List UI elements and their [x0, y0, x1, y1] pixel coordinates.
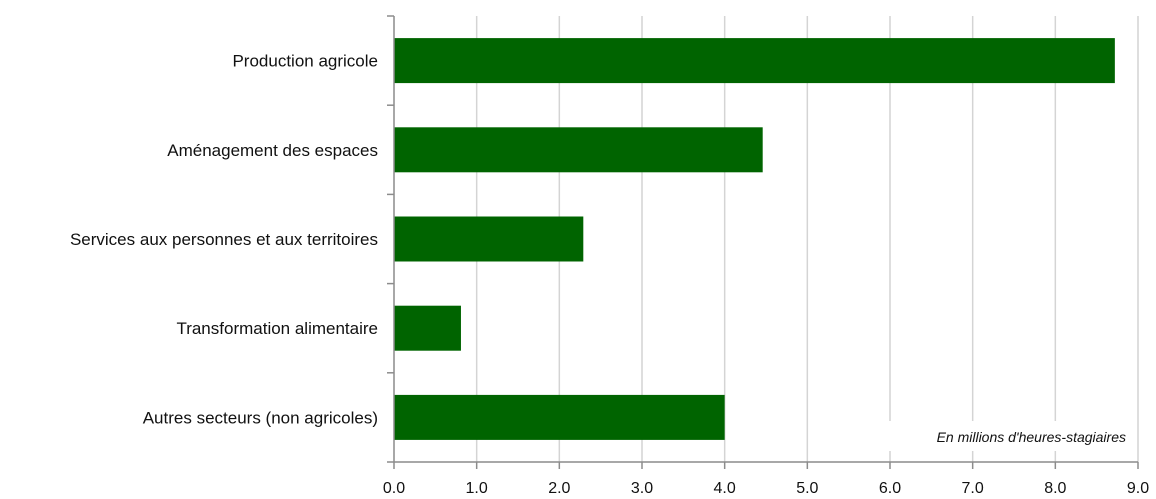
x-tick-label: 6.0 [879, 480, 901, 497]
x-tick-label: 0.0 [383, 480, 405, 497]
x-tick-label: 4.0 [714, 480, 736, 497]
gridlines [475, 16, 1139, 462]
x-tick-label: 9.0 [1127, 480, 1149, 497]
x-tick-label: 7.0 [962, 480, 984, 497]
category-label: Services aux personnes et aux territoire… [70, 230, 378, 249]
x-tick-label: 5.0 [796, 480, 818, 497]
category-label: Autres secteurs (non agricoles) [143, 408, 378, 427]
axes [387, 15, 1139, 469]
bars [394, 38, 1115, 440]
unit-annotation: En millions d'heures-stagiaires [937, 429, 1126, 445]
bar [394, 305, 461, 351]
x-tick-label: 8.0 [1044, 480, 1066, 497]
category-label: Aménagement des espaces [167, 141, 378, 160]
x-tick-label: 1.0 [466, 480, 488, 497]
bar [394, 216, 584, 262]
category-label: Production agricole [232, 52, 378, 71]
bar [394, 127, 763, 173]
x-tick-label: 3.0 [631, 480, 653, 497]
tick-labels: 0.0 1.0 2.0 3.0 4.0 5.0 6.0 7.0 8.0 9.0 [383, 480, 1149, 497]
bar [394, 38, 1115, 84]
category-labels: Production agricole Aménagement des espac… [70, 52, 378, 428]
x-tick-label: 2.0 [548, 480, 570, 497]
category-label: Transformation alimentaire [176, 319, 378, 338]
bar [394, 394, 725, 440]
annotation-box [884, 421, 1132, 451]
